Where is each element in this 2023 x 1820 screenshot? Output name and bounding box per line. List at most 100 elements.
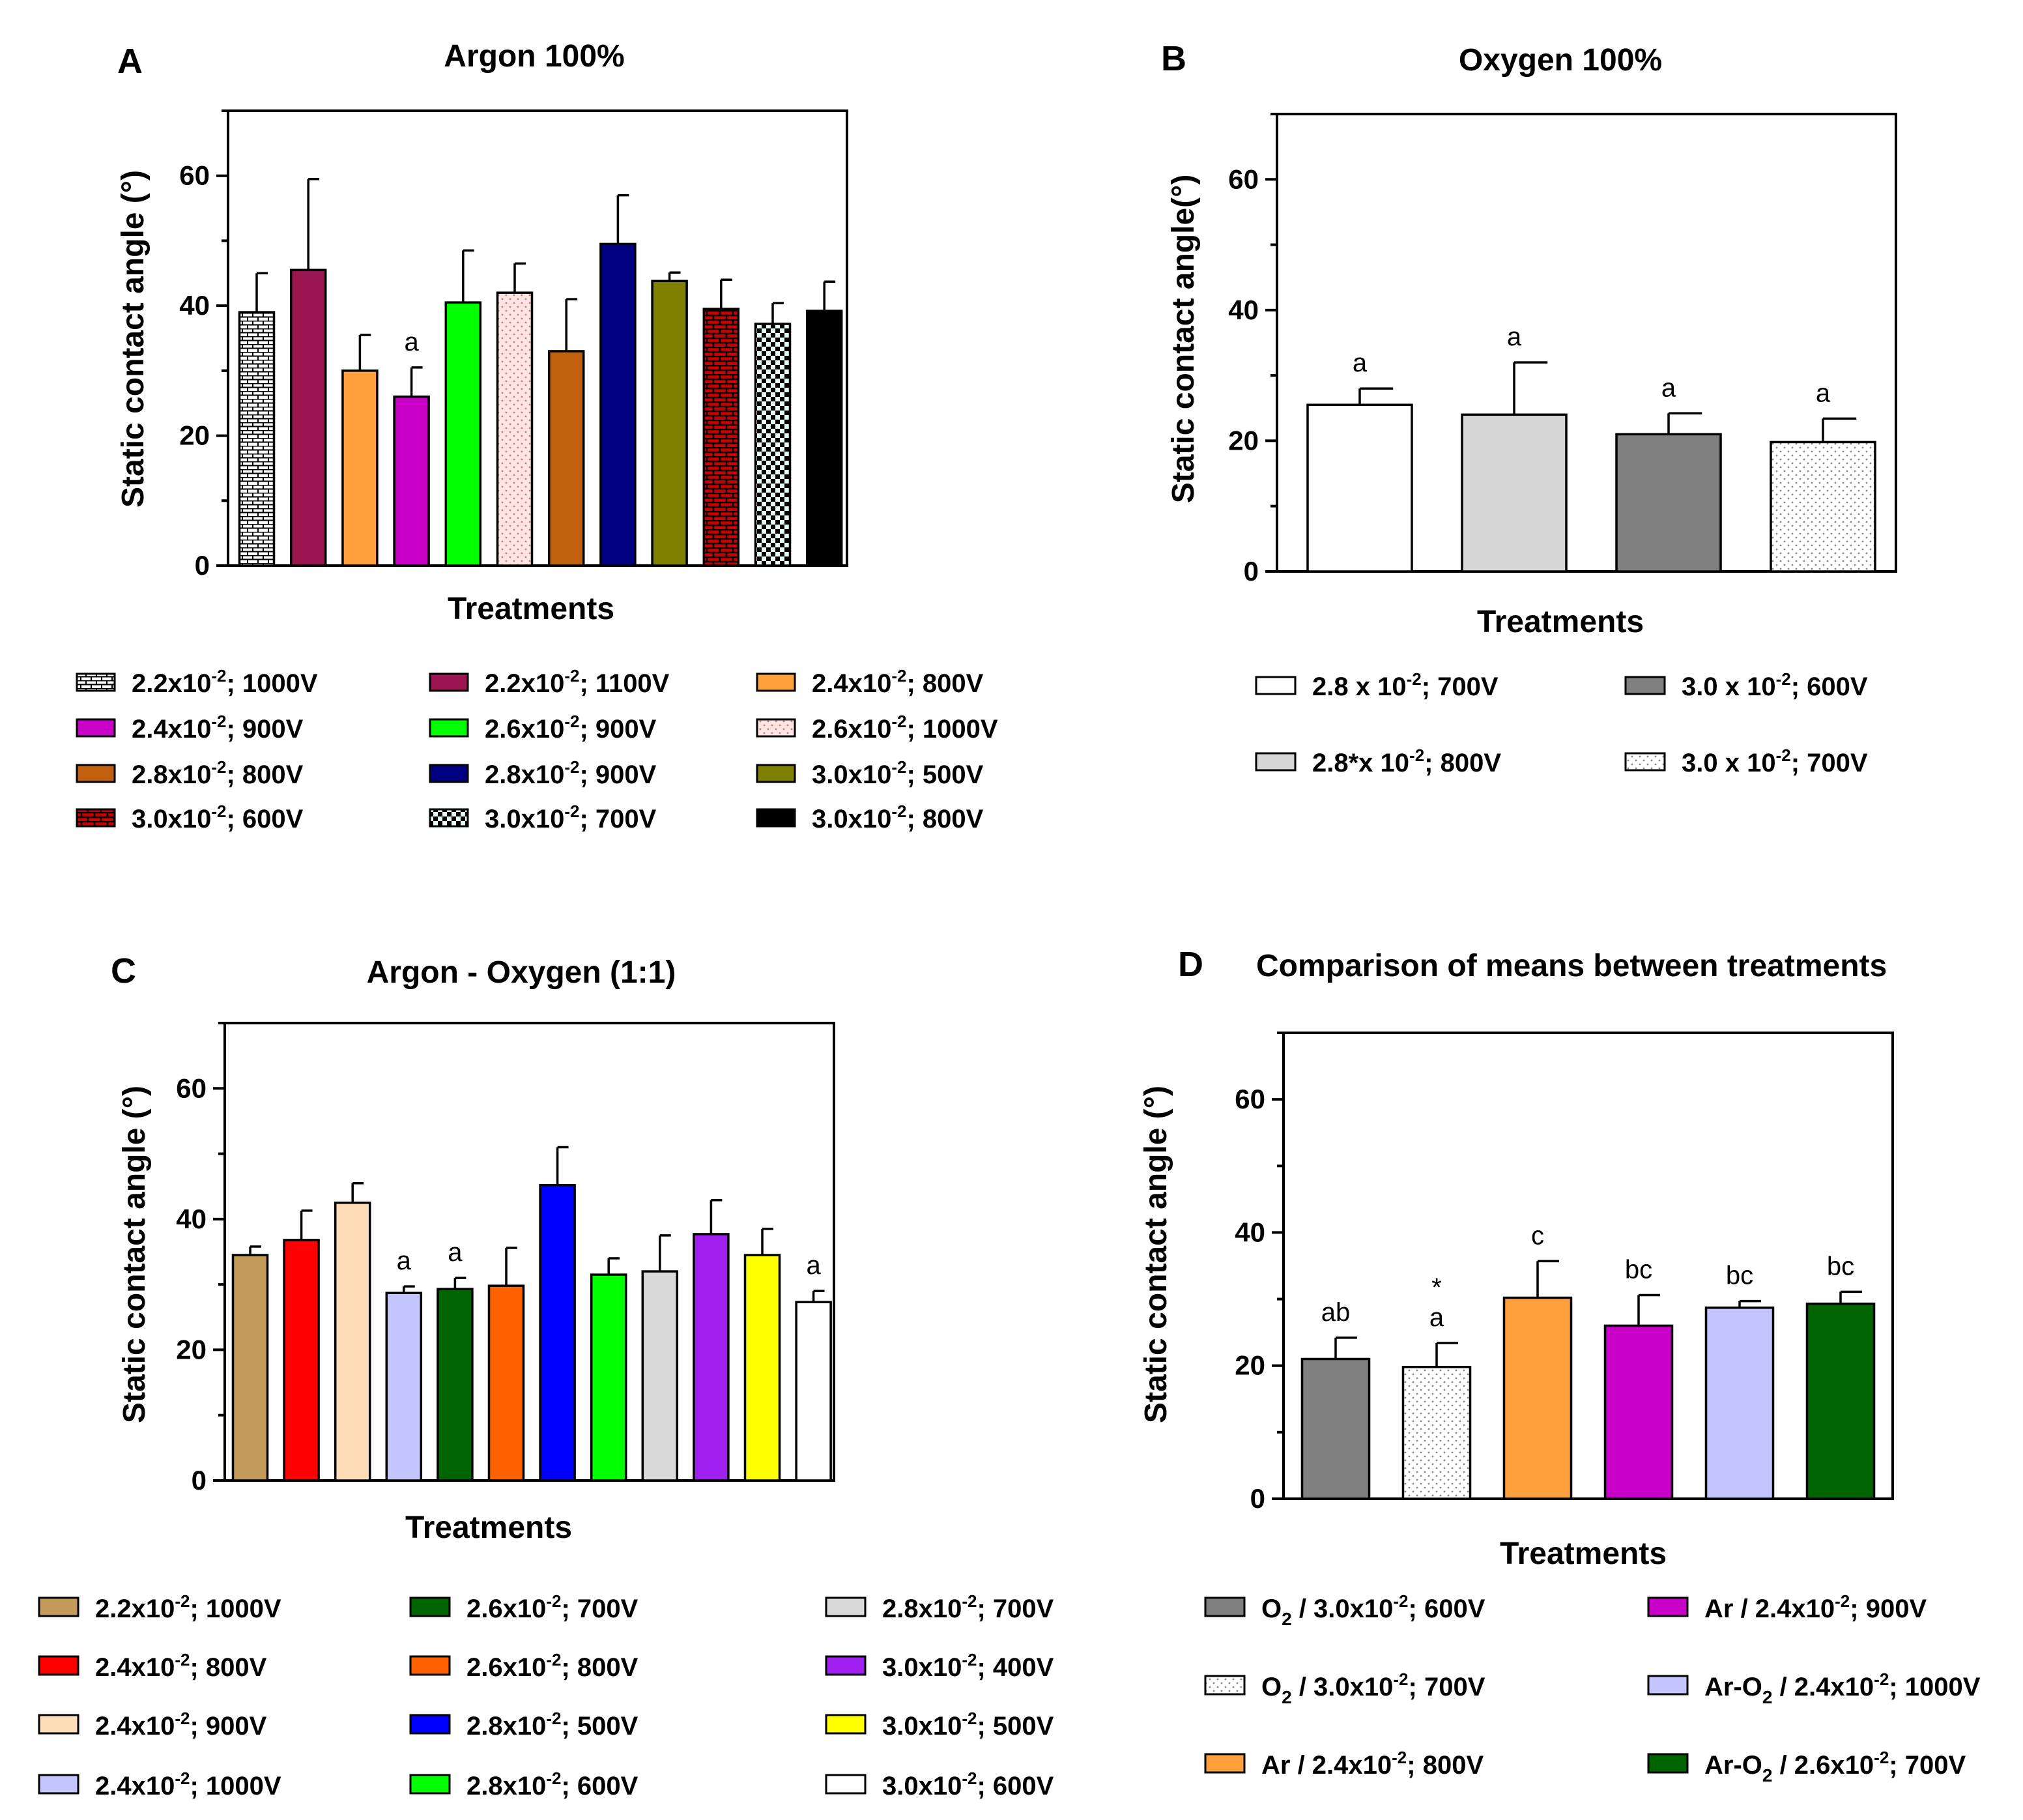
significance-label: a — [1661, 373, 1676, 402]
legend-label: 2.4x10-2; 800V — [812, 666, 984, 698]
legend-swatch — [825, 1774, 867, 1795]
legend-swatch — [1647, 1675, 1689, 1696]
legend-swatch — [756, 764, 796, 783]
legend-item: 2.8*x 10-2; 800V — [1255, 745, 1501, 777]
panel-d: D Comparison of means between treatments… — [1139, 945, 1981, 1785]
legend-item: 2.6x10-2; 900V — [429, 712, 657, 744]
legend-item: 2.2x10-2; 1000V — [38, 1591, 281, 1623]
bar — [1704, 1307, 1775, 1500]
significance-label: bc — [1625, 1255, 1652, 1284]
legend-swatch — [429, 672, 469, 692]
legend-swatch — [1255, 752, 1297, 772]
legend-item: 2.6x10-2; 700V — [409, 1591, 638, 1623]
panel-a: A Argon 100% 0 20 40 60 a Treatments Static … — [76, 39, 998, 833]
legend-swatch — [76, 672, 116, 692]
legend-item: 3.0x10-2; 500V — [756, 757, 984, 789]
bar — [496, 291, 534, 567]
legend-item: 2.6x10-2; 800V — [409, 1650, 638, 1682]
x-axis-label-d: Treatments — [1500, 1537, 1667, 1571]
panel-label-a: A — [117, 42, 143, 81]
bar — [444, 301, 482, 567]
legend-label: Ar / 2.4x10-2; 800V — [1261, 1748, 1484, 1780]
y-tick-label: 20 — [176, 1334, 207, 1365]
bar — [341, 369, 379, 567]
y-tick-label: 40 — [1235, 1217, 1265, 1247]
panel-label-b: B — [1161, 39, 1186, 78]
y-tick-label: 40 — [176, 1204, 207, 1234]
legend-swatch — [756, 672, 796, 692]
legend-label: Ar-O2 / 2.4x10-2; 1000V — [1704, 1669, 1981, 1707]
legend-item: 3.0 x 10-2; 700V — [1624, 745, 1868, 777]
legend-item: 2.4x10-2; 800V — [756, 666, 984, 698]
legend-label: 2.4x10-2; 900V — [95, 1709, 267, 1741]
legend-item: 3.0x10-2; 800V — [756, 802, 984, 833]
bar — [641, 1270, 679, 1482]
bar — [651, 280, 688, 567]
panel-c: C Argon - Oxygen (1:1) 0 20 40 60 a a a Treatm… — [38, 951, 1054, 1800]
bar — [599, 242, 637, 567]
legend-item: 3.0x10-2; 700V — [429, 802, 657, 833]
legend-swatch — [1647, 1753, 1689, 1774]
bar — [1461, 413, 1568, 573]
chart-title-d: Comparison of means between treatments — [1256, 949, 1887, 983]
bar — [754, 323, 792, 567]
x-axis-label-b: Treatments — [1477, 605, 1644, 639]
x-axis-label-a: Treatments — [448, 592, 614, 626]
significance-label: a — [1816, 379, 1831, 407]
legend-label: 2.6x10-2; 900V — [485, 712, 657, 744]
legend-label: 2.4x10-2; 800V — [95, 1650, 267, 1682]
chart-title-c: Argon - Oxygen (1:1) — [367, 955, 676, 990]
legend-item: 3.0x10-2; 400V — [825, 1650, 1054, 1682]
bar — [283, 1239, 320, 1482]
legend-label: 2.8x10-2; 700V — [882, 1591, 1054, 1623]
y-tick-label: 40 — [1228, 295, 1259, 325]
bar — [1615, 433, 1722, 573]
significance-star: * — [1431, 1273, 1442, 1302]
legend-item: 3.0x10-2; 600V — [76, 802, 304, 833]
bar — [289, 268, 327, 567]
bar — [539, 1183, 576, 1482]
legend-item: 2.4x10-2; 1000V — [38, 1769, 281, 1800]
legend-item: 3.0x10-2; 600V — [825, 1769, 1054, 1800]
significance-label: a — [397, 1247, 412, 1275]
significance-label: a — [1429, 1303, 1444, 1332]
y-tick-label: 20 — [1235, 1350, 1265, 1381]
legend-swatch — [76, 718, 116, 738]
legend-swatch — [38, 1774, 79, 1795]
bar — [702, 308, 740, 567]
legend-label: O2 / 3.0x10-2; 600V — [1261, 1591, 1485, 1629]
y-axis-label-c: Static contact angle (°) — [117, 1086, 152, 1423]
legend-swatch — [825, 1596, 867, 1617]
legend-label: 3.0 x 10-2; 700V — [1682, 745, 1868, 777]
legend-swatch — [756, 808, 796, 828]
legend-item: 3.0x10-2; 500V — [825, 1709, 1054, 1741]
plot-frame — [223, 1022, 835, 1482]
legend-swatch — [429, 764, 469, 783]
legend-item: 2.8x10-2; 800V — [76, 757, 304, 789]
legend-label: Ar-O2 / 2.6x10-2; 700V — [1704, 1748, 1966, 1785]
y-tick-label: 0 — [192, 1465, 207, 1495]
bar — [487, 1284, 525, 1482]
y-tick-label: 60 — [1228, 164, 1259, 194]
legend-item: 2.4x10-2; 800V — [38, 1650, 267, 1682]
legend-swatch — [76, 808, 116, 828]
bar — [795, 1301, 832, 1482]
chart-title-a: Argon 100% — [444, 39, 624, 74]
bar — [1401, 1366, 1472, 1500]
bar — [231, 1254, 269, 1482]
legend-label: 3.0x10-2; 700V — [485, 802, 657, 833]
legend-label: 2.8x10-2; 800V — [132, 757, 304, 789]
legend-label: 2.4x10-2; 1000V — [95, 1769, 281, 1800]
y-axis-label-a: Static contact angle (°) — [116, 170, 151, 508]
significance-label: a — [806, 1251, 821, 1280]
panel-b: B Oxygen 100% 0 20 40 60 a a a a Treatments Sta… — [1161, 39, 1897, 777]
legend-swatch — [429, 808, 469, 828]
legend-label: 3.0x10-2; 600V — [882, 1769, 1054, 1800]
legend-label: 2.8 x 10-2; 700V — [1312, 669, 1499, 701]
legend-item: 2.4x10-2; 900V — [76, 712, 304, 744]
legend-swatch — [409, 1714, 451, 1735]
legend-item: 2.8x10-2; 900V — [429, 757, 657, 789]
bar — [437, 1288, 474, 1482]
y-tick-label: 0 — [195, 550, 210, 581]
